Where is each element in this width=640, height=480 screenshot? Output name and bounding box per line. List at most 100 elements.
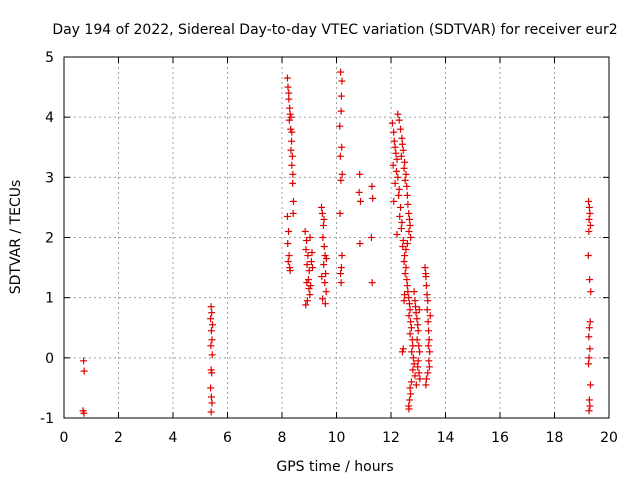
data-point [394,173,402,181]
y-tick-label: 4 [45,110,54,126]
chart-title: Day 194 of 2022, Sidereal Day-to-day VTE… [52,22,617,38]
data-point [207,327,215,335]
data-points [79,68,595,417]
data-point [407,378,415,386]
data-point [585,227,593,235]
data-point [390,128,398,136]
data-point [415,342,423,350]
data-point [307,258,315,266]
data-point [416,375,424,383]
data-point [411,297,419,305]
data-point [337,92,345,100]
data-point [389,161,397,169]
x-tick-label: 10 [328,430,346,446]
data-point [585,324,593,332]
data-point [303,297,311,305]
data-point [287,146,295,154]
data-point [422,381,430,389]
data-point [391,143,399,151]
data-point [283,212,291,220]
data-point [208,336,216,344]
data-point [399,243,407,251]
data-point [585,203,593,211]
data-point [586,381,594,389]
data-point [284,240,292,248]
data-point [407,318,415,326]
data-point [402,246,410,254]
data-point [338,170,346,178]
data-point [585,197,593,205]
data-point [207,303,215,311]
data-point [585,215,593,223]
data-point [337,68,345,76]
data-point [406,384,414,392]
data-point [288,161,296,169]
data-point [409,366,417,374]
data-point [302,301,310,309]
data-point [207,408,215,416]
x-tick-label: 18 [546,430,564,446]
data-point [285,116,293,124]
data-point [208,399,216,407]
data-point [285,95,293,103]
y-axis-label: SDTVAR / TECUs [8,180,24,295]
data-point [405,209,413,217]
x-tick-label: 12 [382,430,400,446]
data-point [337,264,345,272]
data-point [338,143,346,151]
data-point [585,360,593,368]
y-tick-label: 2 [45,231,54,247]
data-point [403,282,411,290]
data-point [336,209,344,217]
data-point [402,264,410,272]
x-tick-label: 20 [600,430,618,446]
data-point [285,89,293,97]
data-point [416,348,424,356]
data-point [209,321,217,329]
data-point [393,155,401,163]
data-point [207,393,215,401]
data-point [409,342,417,350]
data-point [415,369,423,377]
data-point [390,197,398,205]
data-point [401,252,409,260]
data-point [288,128,296,136]
x-tick-label: 14 [437,430,455,446]
data-point [402,170,410,178]
data-point [320,215,328,223]
data-point [401,158,409,166]
data-point [368,182,376,190]
data-point [426,348,434,356]
data-point [403,191,411,199]
data-point [405,405,413,413]
data-point [414,327,422,335]
grid [64,57,609,418]
data-point [406,330,414,338]
data-point [421,264,429,272]
data-point [393,230,401,238]
data-point [306,234,314,241]
data-point [407,390,415,398]
data-point [308,249,316,257]
data-point [404,200,412,208]
data-point [424,342,432,350]
data-point [587,288,595,296]
data-point [368,279,376,287]
data-point [408,348,416,356]
data-point [395,191,403,199]
data-point [303,261,311,269]
x-axis-label: GPS time / hours [276,459,393,475]
x-tick-label: 16 [491,430,509,446]
data-point [283,74,291,82]
data-point [399,237,407,245]
data-point [424,297,432,305]
data-point [395,116,403,124]
data-point [412,381,420,389]
data-point [415,306,423,314]
data-point [425,363,433,371]
data-point [286,104,294,112]
data-point [585,333,593,341]
data-point [586,221,594,229]
